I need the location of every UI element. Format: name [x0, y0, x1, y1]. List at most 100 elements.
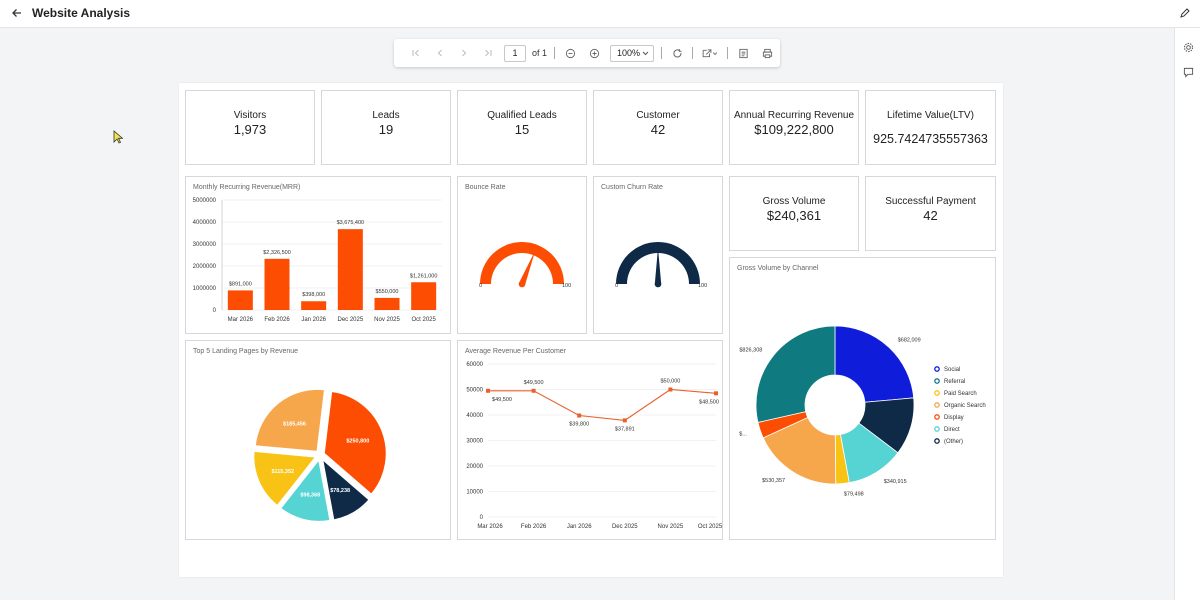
bar-data-label: $1,261,000 — [410, 273, 438, 279]
kpi-card-arr[interactable]: Annual Recurring Revenue $109,222,800 — [729, 90, 859, 165]
donut-data-label: $826,308 — [739, 347, 762, 353]
y-tick-label: 50000 — [466, 388, 483, 394]
bar — [337, 229, 363, 310]
print-layout-button[interactable] — [731, 43, 755, 63]
gauge-max-label: 100 — [562, 283, 571, 289]
edit-button[interactable] — [1176, 5, 1192, 21]
line-data-label: $48,500 — [699, 399, 719, 405]
y-tick-label: 30000 — [466, 439, 483, 445]
first-page-icon — [412, 49, 419, 57]
kpi-card-customer[interactable]: Customer 42 — [593, 90, 723, 165]
next-page-button[interactable] — [452, 43, 476, 63]
last-page-icon — [485, 49, 492, 57]
kpi-card-visitors[interactable]: Visitors 1,973 — [185, 90, 315, 165]
viewer-toolbar: 1 of 1 100% — [394, 39, 780, 67]
zoom-select[interactable]: 100% — [610, 44, 655, 62]
kpi-value: 42 — [650, 122, 666, 137]
landing-pages-panel[interactable]: Top 5 Landing Pages by Revenue $250,800 $… — [185, 340, 451, 540]
gauge-min-label: 0 — [615, 283, 618, 289]
bar-data-label: $2,326,500 — [263, 250, 291, 256]
churn-rate-panel[interactable]: Custom Churn Rate 0 100 — [593, 176, 723, 334]
gauge-arc — [616, 242, 700, 284]
back-button[interactable] — [9, 5, 25, 21]
printer-icon — [762, 48, 772, 58]
previous-page-button[interactable] — [428, 43, 452, 63]
y-tick-label: 0 — [480, 515, 484, 521]
top-bar: Website Analysis — [0, 0, 1200, 28]
arpc-panel[interactable]: Average Revenue Per Customer 0 10000 20000… — [457, 340, 723, 540]
bounce-rate-panel[interactable]: Bounce Rate 0 100 — [457, 176, 587, 334]
pencil-icon — [1179, 7, 1190, 18]
x-tick-label: Mar 2026 — [228, 317, 254, 323]
gauge-needle — [519, 250, 536, 286]
chevron-left-icon — [437, 49, 442, 57]
legend-label: Referral — [944, 379, 965, 385]
kpi-value: 42 — [923, 208, 938, 223]
kpi-card-successful-payment[interactable]: Successful Payment 42 — [865, 176, 996, 251]
bar-data-label: $3,675,400 — [337, 220, 365, 226]
page-number-input[interactable]: 1 — [504, 44, 526, 62]
last-page-button[interactable] — [476, 43, 500, 63]
panel-title: Average Revenue Per Customer — [465, 348, 567, 355]
kpi-card-qualified-leads[interactable]: Qualified Leads 15 — [457, 90, 587, 165]
gear-icon[interactable] — [1181, 40, 1195, 54]
zoom-in-button[interactable] — [582, 43, 606, 63]
channel-panel[interactable]: Gross Volume by Channel $682,009 $340,915… — [729, 257, 996, 540]
pie-data-label: $185,456 — [283, 421, 306, 427]
chevron-down-icon — [642, 51, 649, 55]
donut-data-label: $340,915 — [884, 479, 907, 485]
y-tick-label: 40000 — [466, 413, 483, 419]
panel-title: Top 5 Landing Pages by Revenue — [193, 348, 299, 355]
panel-title: Monthly Recurring Revenue(MRR) — [193, 184, 301, 191]
y-tick-label: 4000000 — [193, 220, 217, 226]
legend-label: Display — [944, 415, 964, 421]
line-point — [622, 418, 627, 423]
panel-title: Bounce Rate — [465, 184, 506, 191]
zoom-out-button[interactable] — [558, 43, 582, 63]
donut-data-label: $79,498 — [844, 492, 864, 498]
kpi-card-leads[interactable]: Leads 19 — [321, 90, 451, 165]
legend-label: (Other) — [944, 439, 963, 445]
print-button[interactable] — [755, 43, 779, 63]
kpi-card-gross-volume[interactable]: Gross Volume $240,361 — [729, 176, 859, 251]
toolbar-separator — [692, 47, 694, 59]
panel-title: Custom Churn Rate — [601, 184, 663, 191]
landing-pages-pie-chart: $250,800 $78,238 $98,368 $115,352 $185,456 — [252, 387, 388, 523]
pie-slice — [320, 455, 372, 522]
bar — [301, 301, 327, 310]
legend-marker — [934, 414, 940, 420]
line-data-label: $50,000 — [660, 379, 680, 385]
arpc-line-chart: 0 10000 20000 30000 40000 50000 60000 $49,500 Ma… — [466, 362, 722, 530]
arrow-left-icon — [12, 9, 21, 17]
x-tick-label: Dec 2025 — [612, 524, 638, 530]
x-tick-label: Jan 2026 — [301, 317, 326, 323]
kpi-label: Annual Recurring Revenue — [733, 110, 855, 121]
legend-label: Paid Search — [944, 391, 977, 397]
bar-data-label: $891,000 — [229, 281, 252, 287]
donut-slice — [755, 325, 836, 423]
bar — [264, 258, 290, 310]
line-point — [668, 387, 673, 392]
page-title: Website Analysis — [32, 6, 131, 20]
donut-slice — [834, 325, 915, 403]
export-button[interactable] — [696, 43, 724, 63]
pie-slice — [322, 389, 388, 497]
panel-title: Gross Volume by Channel — [737, 265, 819, 272]
kpi-label: Lifetime Value(LTV) — [887, 110, 974, 121]
comment-icon[interactable] — [1181, 65, 1195, 79]
line-point — [486, 388, 490, 393]
kpi-value: 15 — [514, 122, 530, 137]
y-tick-label: 10000 — [466, 490, 483, 496]
refresh-button[interactable] — [665, 43, 689, 63]
donut-data-label: $682,009 — [898, 337, 921, 343]
first-page-button[interactable] — [404, 43, 428, 63]
line-point — [531, 388, 536, 393]
mrr-panel[interactable]: Monthly Recurring Revenue(MRR) 0 1000000 2… — [185, 176, 451, 334]
pie-slice — [253, 387, 327, 453]
kpi-card-ltv[interactable]: Lifetime Value(LTV) 925.7424735557363 — [865, 90, 996, 165]
bar — [411, 282, 437, 310]
line-data-label: $49,500 — [524, 380, 544, 386]
bounce-rate-gauge: 0 100 — [479, 242, 571, 289]
donut-data-label: $530,357 — [762, 478, 785, 484]
gauge-arc — [480, 242, 564, 284]
